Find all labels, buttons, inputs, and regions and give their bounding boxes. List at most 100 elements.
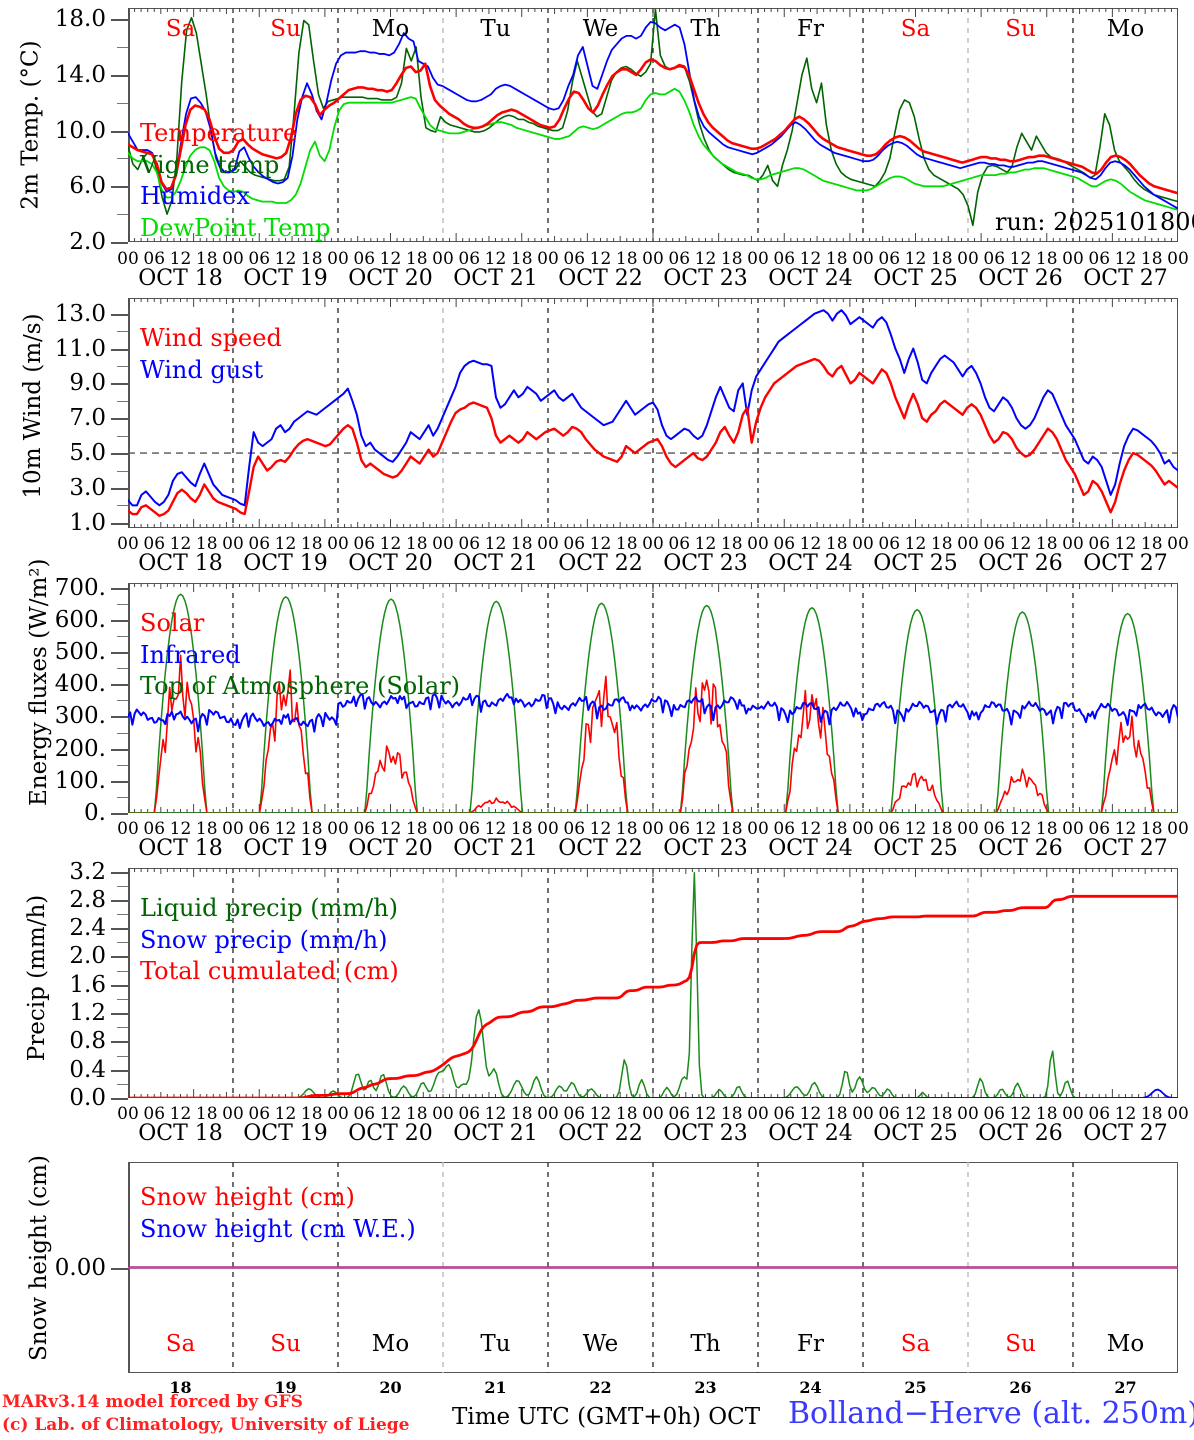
- hour-tick-label: 18: [1035, 1104, 1058, 1124]
- hour-tick-label: 00: [1062, 249, 1084, 269]
- day-of-week-label: Sa: [900, 1331, 931, 1357]
- y-tick-label: 2.0: [69, 229, 106, 255]
- panel-wind: 10m Wind (m/s) 1.0 3.0 5.0 7.0 9.0 11.0 13.0 W…: [0, 285, 1194, 576]
- day-label: OCT 18: [138, 1121, 223, 1146]
- y-major-tick: [111, 652, 128, 655]
- hour-tick-label: 06: [248, 249, 271, 269]
- precip-hour-row: 00 06 12 18 00 06 12 18 00 06 12 18 00 06 12 18 00 06 12 18…: [117, 1104, 1189, 1124]
- hour-tick-label: 18: [405, 249, 428, 269]
- y-tick-label: 13.0: [54, 300, 106, 327]
- legend-item-vigne-temp: Vigne temp: [140, 150, 280, 179]
- hour-tick-label: 12: [274, 249, 297, 269]
- hour-tick-label: 06: [1088, 1104, 1111, 1124]
- y-tick-label: 1.2: [69, 1000, 106, 1027]
- day-label: OCT 19: [243, 836, 328, 861]
- hour-tick-label: 12: [694, 534, 717, 554]
- hour-tick-label: 06: [563, 1104, 586, 1124]
- y-tick-label: 500.: [54, 639, 106, 666]
- y-major-tick: [111, 956, 128, 959]
- day-label: OCT 24: [768, 836, 853, 861]
- y-major-tick: [111, 716, 128, 719]
- hour-tick-label: 06: [248, 534, 271, 554]
- y-major-tick: [111, 130, 128, 133]
- hour-tick-label: 12: [484, 534, 507, 554]
- y-minor-tick: [117, 914, 128, 915]
- hour-tick-label: 00: [1167, 1104, 1189, 1124]
- hour-tick-label: 12: [589, 249, 612, 269]
- hour-tick-label: 18: [720, 819, 743, 839]
- y-tick-label: 600.: [54, 606, 106, 633]
- y-major-tick: [111, 1013, 128, 1016]
- hour-tick-label: 06: [248, 819, 271, 839]
- hour-tick-label: 00: [117, 534, 139, 554]
- y-tick-label: 700.: [54, 574, 106, 601]
- hour-tick-label: 00: [222, 249, 244, 269]
- day-of-week-label: Su: [270, 16, 301, 42]
- hour-tick-label: 18: [930, 819, 953, 839]
- y-minor-tick: [117, 885, 128, 887]
- hour-tick-label: 06: [353, 819, 376, 839]
- y-major-tick: [111, 186, 128, 189]
- y-major-tick: [111, 453, 128, 456]
- hour-tick-label: 12: [799, 1104, 822, 1124]
- hour-tick-label: 00: [327, 249, 349, 269]
- hour-tick-label: 06: [668, 1104, 691, 1124]
- y-tick-label: 5.0: [69, 440, 106, 467]
- hour-tick-label: 06: [563, 249, 586, 269]
- y-major-tick: [111, 813, 128, 815]
- hour-tick-label: 06: [458, 249, 481, 269]
- hour-tick-label: 18: [1140, 819, 1163, 839]
- footer-copyright-line: (c) Lab. of Climatology, University of L…: [2, 1415, 410, 1435]
- hour-tick-label: 18: [930, 249, 953, 269]
- hour-tick-label: 12: [169, 534, 192, 554]
- y-tick-label: 0.8: [69, 1028, 106, 1055]
- hour-tick-label: 00: [1062, 534, 1084, 554]
- y-tick-label: 300.: [54, 703, 106, 730]
- panel-temperature: 2m Temp. (°C) 2.0 6.0 10.0 14.0 18.0 Tempera…: [0, 0, 1194, 291]
- legend-item-wind-gust: Wind gust: [140, 355, 264, 384]
- hour-tick-label: 12: [484, 1104, 507, 1124]
- y-major-tick: [111, 522, 128, 525]
- hour-tick-label: 18: [825, 1104, 848, 1124]
- y-tick-label: 10.0: [54, 117, 106, 144]
- day-label: OCT 21: [453, 266, 538, 291]
- hour-tick-label: 18: [300, 819, 323, 839]
- hour-tick-label: 12: [904, 249, 927, 269]
- hour-tick-label: 00: [327, 534, 349, 554]
- hour-tick-label: 06: [458, 534, 481, 554]
- y-minor-tick: [117, 603, 128, 605]
- y-tick-label: 100.: [54, 767, 106, 794]
- legend-item-top-of-atmosphere: Top of Atmosphere (Solar): [140, 672, 461, 701]
- hour-tick-label: 06: [143, 819, 166, 839]
- hour-tick-label: 18: [195, 1104, 218, 1124]
- day-number-label: 27: [1114, 1378, 1137, 1397]
- y-major-tick: [111, 899, 128, 902]
- y-minor-tick: [117, 998, 128, 1000]
- y-minor-tick: [117, 1083, 128, 1085]
- legend-item-infrared: Infrared: [140, 640, 241, 669]
- legend-item-temperature: Temperature: [140, 119, 298, 147]
- day-label: OCT 27: [1083, 1121, 1168, 1146]
- hour-tick-label: 06: [668, 249, 691, 269]
- hour-tick-label: 00: [432, 1104, 454, 1124]
- hour-tick-label: 18: [615, 819, 638, 839]
- hour-tick-label: 18: [720, 249, 743, 269]
- day-label: OCT 22: [558, 551, 643, 576]
- day-of-week-label: Fr: [797, 16, 824, 42]
- day-of-week-label: Mo: [371, 16, 410, 42]
- hour-tick-label: 18: [1140, 534, 1163, 554]
- hour-tick-label: 18: [510, 819, 533, 839]
- y-tick-label: 0.00: [54, 1254, 106, 1281]
- day-number-label: 25: [904, 1378, 927, 1397]
- y-tick-label: 400.: [54, 671, 106, 698]
- hour-tick-label: 18: [1140, 249, 1163, 269]
- y-minor-tick: [117, 214, 128, 216]
- hour-tick-label: 00: [957, 1104, 979, 1124]
- day-number-label: 20: [379, 1378, 402, 1397]
- day-label: OCT 24: [768, 1121, 853, 1146]
- hour-tick-label: 06: [143, 534, 166, 554]
- day-label: OCT 21: [453, 1121, 538, 1146]
- legend-item-wind-speed: Wind speed: [140, 324, 282, 352]
- hour-tick-label: 18: [1140, 1104, 1163, 1124]
- day-label: OCT 23: [663, 836, 748, 861]
